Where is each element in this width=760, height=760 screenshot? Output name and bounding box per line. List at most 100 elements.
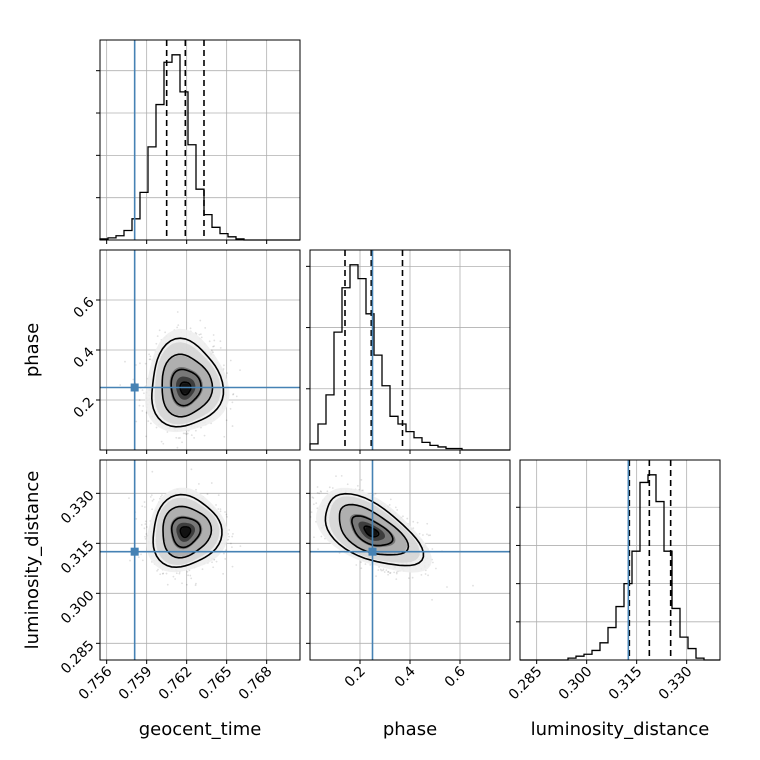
histogram-step [99, 54, 300, 241]
sample-point [203, 434, 206, 437]
y-tick-label: 0.2 [71, 394, 98, 421]
sample-point [412, 520, 415, 523]
sample-point [160, 494, 163, 497]
sample-point [175, 436, 178, 439]
sample-point [141, 559, 144, 562]
sample-point [189, 574, 192, 577]
sample-point [235, 395, 238, 398]
sample-point [156, 335, 159, 338]
sample-point [210, 482, 213, 484]
sample-point [223, 552, 225, 555]
sample-point [369, 563, 372, 566]
sample-point [225, 419, 228, 422]
sample-point [394, 506, 397, 509]
sample-point [360, 561, 362, 564]
sample-point [145, 526, 148, 528]
sample-point [177, 324, 180, 327]
sample-point [167, 451, 169, 453]
sample-point [316, 507, 319, 510]
sample-point [424, 573, 427, 575]
scatter-panel-geocent-time-phase: 0.2 0.4 0.6 [71, 249, 301, 454]
truth-marker [130, 383, 139, 392]
panel-contents [100, 460, 300, 660]
sample-point [165, 572, 168, 575]
sample-point [231, 401, 234, 404]
sample-point [211, 561, 213, 564]
sample-point [472, 584, 474, 587]
x-axis-label-geocent-time: geocent_time [139, 719, 262, 740]
panel-frame [309, 249, 511, 451]
sample-point [219, 510, 222, 513]
sample-point [382, 569, 384, 572]
panel-frame [99, 249, 301, 451]
sample-point [190, 577, 193, 580]
sample-point [148, 353, 151, 356]
sample-point [194, 584, 197, 587]
sample-point [138, 399, 141, 401]
panel-contents [100, 250, 300, 453]
sample-point [145, 411, 148, 414]
sample-point [142, 405, 145, 407]
sample-point [135, 517, 138, 520]
panel-contents [305, 460, 510, 660]
sample-point [190, 468, 193, 471]
sample-point [215, 560, 218, 563]
sample-point [144, 535, 146, 538]
sample-point [184, 432, 187, 435]
sample-point [217, 508, 220, 510]
sample-point [305, 522, 307, 524]
sample-point [313, 536, 315, 539]
sample-point [199, 333, 202, 336]
density-contour [351, 515, 394, 547]
sample-point [446, 586, 448, 588]
x-tick-label: 0.762 [156, 664, 196, 704]
sample-point [427, 534, 430, 537]
sample-point [431, 548, 434, 550]
y-tick-label: 0.300 [58, 588, 98, 628]
sample-point [124, 360, 126, 363]
sample-point [188, 569, 191, 572]
sample-point [143, 527, 146, 530]
y-tick-label: 0.315 [58, 538, 98, 578]
sample-point [393, 571, 396, 574]
sample-point [164, 331, 167, 334]
sample-point [217, 494, 220, 496]
density-contour [338, 503, 410, 556]
sample-point [231, 546, 233, 549]
sample-point [219, 347, 222, 349]
sample-point [138, 404, 141, 407]
sample-point [395, 572, 398, 575]
sample-point [416, 521, 419, 524]
sample-point [181, 441, 183, 444]
sample-point [395, 571, 398, 574]
sample-point [232, 393, 235, 395]
sample-point [316, 486, 319, 488]
x-axis-label-phase: phase [383, 719, 437, 740]
scatter-panel-geocent-time-luminosity-distance: 0.756 0.759 0.762 0.765 0.768 0.285 0.300 0.315… [58, 459, 301, 704]
sample-point [228, 529, 231, 531]
sample-point [335, 475, 337, 478]
sample-point [385, 569, 388, 572]
sample-point [375, 575, 377, 578]
sample-point [201, 568, 204, 571]
sample-point [422, 534, 424, 536]
sample-point [412, 527, 415, 530]
sample-point [320, 535, 323, 538]
density-contour [161, 353, 214, 418]
truth-marker [368, 547, 377, 556]
sample-point [156, 570, 158, 572]
sample-point [195, 488, 197, 491]
density-contour [179, 526, 192, 539]
sample-point [224, 511, 226, 513]
y-axis-label-luminosity-distance: luminosity_distance [22, 471, 43, 650]
sample-point [212, 334, 215, 336]
sample-point [198, 333, 201, 336]
x-tick-label: 0.300 [556, 664, 596, 704]
sample-point [149, 422, 152, 425]
sample-point [145, 435, 147, 438]
sample-point [151, 499, 154, 502]
sample-point [199, 319, 202, 322]
sample-point [144, 520, 147, 523]
sample-point [155, 426, 158, 429]
